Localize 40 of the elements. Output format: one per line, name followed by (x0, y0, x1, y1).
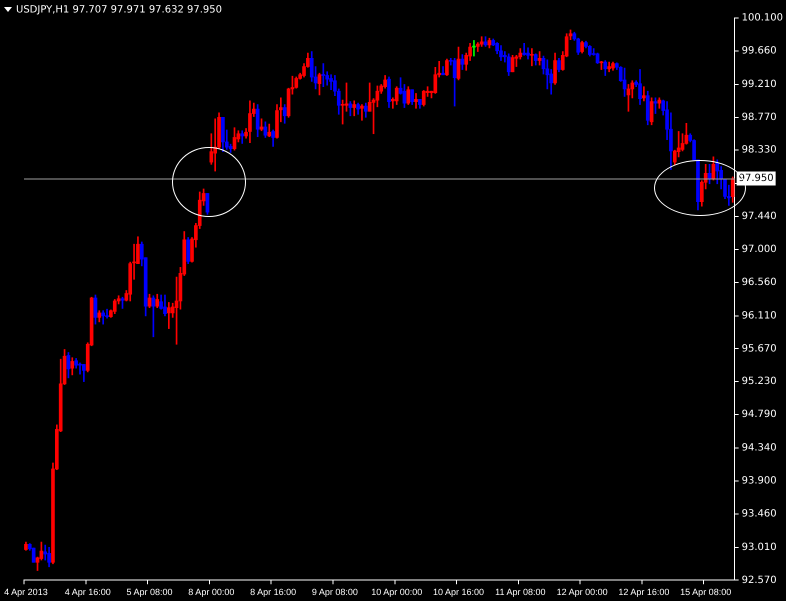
candlestick (78, 362, 82, 374)
x-tick-label: 11 Apr 08:00 (495, 587, 546, 598)
candlestick (654, 98, 658, 114)
y-tick-label: 96.110 (742, 310, 777, 322)
y-tick-label: 98.330 (742, 144, 777, 156)
y-tick-label: 93.900 (742, 475, 777, 486)
chart-title: USDJPY,H1 97.707 97.971 97.632 97.950 (16, 4, 222, 16)
y-tick-label: 93.010 (742, 542, 777, 553)
x-tick-label: 5 Apr 08:00 (126, 587, 173, 598)
x-tick-label: 12 Apr 16:00 (618, 587, 670, 598)
y-tick-label: 97.440 (742, 211, 777, 222)
x-tick-label: 15 Apr 08:00 (680, 587, 732, 598)
candlestick (626, 84, 630, 112)
y-tick-label: 100.100 (742, 12, 784, 24)
y-tick-label: 97.000 (742, 244, 777, 256)
y-tick-label: 96.560 (742, 276, 777, 288)
y-tick-label: 95.670 (742, 343, 777, 354)
x-tick-label: 9 Apr 08:00 (312, 587, 358, 598)
y-tick-label: 93.460 (742, 508, 777, 520)
y-tick-label: 99.210 (742, 79, 777, 90)
x-tick-label: 4 Apr 16:00 (64, 587, 111, 598)
candlestick (472, 40, 476, 56)
y-tick-label: 94.790 (742, 409, 777, 420)
y-tick-label: 98.770 (742, 112, 777, 123)
x-tick-label: 8 Apr 16:00 (250, 587, 296, 598)
ref-line-label: 97.950 (738, 173, 774, 184)
x-tick-label: 10 Apr 16:00 (432, 587, 484, 598)
candlestick (441, 66, 445, 76)
candlestick (120, 296, 124, 309)
x-tick-label: 12 Apr 00:00 (556, 587, 608, 598)
y-tick-label: 92.570 (742, 574, 777, 586)
y-tick-label: 99.660 (742, 45, 777, 56)
y-tick-label: 94.340 (742, 442, 777, 454)
candlestick (414, 93, 418, 109)
candlestick (260, 118, 264, 132)
x-tick-label: 8 Apr 00:00 (188, 587, 234, 598)
y-tick-label: 95.230 (742, 376, 777, 388)
x-tick-label: 10 Apr 00:00 (371, 587, 422, 598)
candlestick (360, 104, 364, 121)
x-tick-label: 4 Apr 2013 (4, 587, 48, 598)
